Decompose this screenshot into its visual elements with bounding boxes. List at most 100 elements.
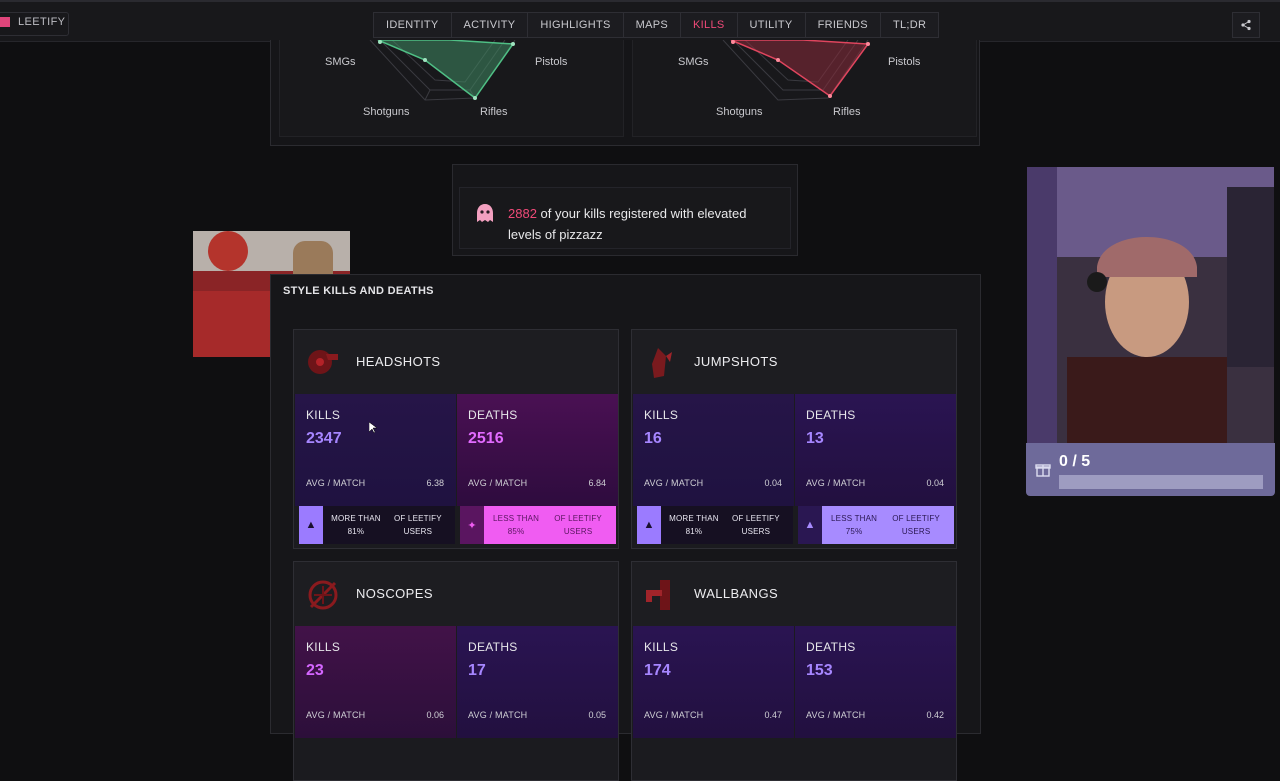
card-header: JUMPSHOTS	[632, 330, 956, 394]
tab-utility[interactable]: UTILITY	[736, 12, 806, 38]
mouse-cursor-icon	[369, 422, 377, 434]
deaths-value: 2516	[468, 430, 504, 447]
tab-maps[interactable]: MAPS	[622, 12, 682, 38]
card-title: NOSCOPES	[356, 586, 433, 601]
share-button[interactable]	[1232, 12, 1260, 38]
radar-label-rifles: Rifles	[833, 106, 861, 118]
avg-label: AVG / MATCH	[806, 710, 866, 720]
pizzazz-line-a: of your kills registered with elevated	[536, 206, 747, 221]
badge-text: MORE THAN 81% OF LEETIFY USERS	[661, 506, 793, 544]
card-title: HEADSHOTS	[356, 354, 441, 369]
kills-label: KILLS	[306, 640, 341, 654]
badge-line: OF LEETIFY USERS	[732, 514, 780, 536]
avg-label: AVG / MATCH	[468, 478, 528, 488]
headshot-icon	[308, 350, 338, 374]
card-title: WALLBANGS	[694, 586, 779, 601]
kills-value: 174	[644, 662, 671, 679]
avg-label: AVG / MATCH	[468, 710, 528, 720]
avg-label: AVG / MATCH	[306, 710, 366, 720]
kills-value: 23	[306, 662, 324, 679]
kills-value: 2347	[306, 430, 342, 447]
pizzazz-inner: 2882 of your kills registered with eleva…	[459, 187, 791, 249]
tab-identity[interactable]: IDENTITY	[373, 12, 452, 38]
webcam-image	[1027, 167, 1274, 443]
badge-line: MORE THAN 81%	[331, 514, 381, 536]
radar-graphic	[722, 40, 870, 101]
stat-card-headshots: HEADSHOTS KILLS 2347 AVG / MATCH 6.38 DE…	[293, 329, 619, 549]
deaths-cell: DEATHS 13 AVG / MATCH 0.04	[795, 394, 956, 506]
brand[interactable]: LEETIFY	[0, 10, 65, 34]
noscope-icon	[308, 580, 338, 610]
radar-label-shotguns: Shotguns	[716, 106, 763, 118]
arrow-up-icon: ▲	[798, 506, 822, 544]
stat-card-jumpshots: JUMPSHOTS KILLS 16 AVG / MATCH 0.04 DEAT…	[631, 329, 957, 549]
avg-value: 0.05	[588, 710, 606, 720]
goal-count: 0 / 5	[1059, 453, 1091, 470]
style-kills-deaths-panel: STYLE KILLS AND DEATHS HEADSHOTS KILLS 2…	[270, 274, 981, 781]
badge-text: MORE THAN 81% OF LEETIFY USERS	[323, 506, 455, 544]
radar-label-rifles: Rifles	[480, 106, 508, 118]
deaths-cell: DEATHS 2516 AVG / MATCH 6.84	[457, 394, 618, 506]
deaths-label: DEATHS	[468, 640, 518, 654]
avg-label: AVG / MATCH	[806, 478, 866, 488]
deaths-label: DEATHS	[468, 408, 518, 422]
badge-text: LESS THAN 75% OF LEETIFY USERS	[822, 506, 954, 544]
badge-line: LESS THAN 85%	[493, 514, 540, 536]
wallbang-icon	[646, 580, 670, 610]
goal-progress-bar	[1059, 475, 1263, 489]
sub-goal-widget: 0 / 5	[1026, 443, 1275, 496]
stat-card-wallbangs: WALLBANGS KILLS 174 AVG / MATCH 0.47 DEA…	[631, 561, 957, 781]
avg-value: 0.06	[426, 710, 444, 720]
star-icon: ✦	[460, 506, 484, 544]
deaths-value: 17	[468, 662, 486, 679]
radar-label-smgs: SMGs	[325, 56, 356, 68]
section-title: STYLE KILLS AND DEATHS	[283, 285, 434, 297]
avg-value: 0.04	[764, 478, 782, 488]
tab-kills[interactable]: KILLS	[680, 12, 738, 38]
tab-activity[interactable]: ACTIVITY	[450, 12, 529, 38]
badge-line: MORE THAN 81%	[669, 514, 719, 536]
card-header: NOSCOPES	[294, 562, 618, 626]
kills-cell: KILLS 16 AVG / MATCH 0.04	[633, 394, 794, 506]
kills-label: KILLS	[644, 640, 679, 654]
brand-box[interactable]	[0, 12, 69, 36]
brand-name: LEETIFY	[18, 16, 66, 28]
card-header: HEADSHOTS	[294, 330, 618, 394]
deaths-cell: DEATHS 17 AVG / MATCH 0.05	[457, 626, 618, 738]
deaths-value: 153	[806, 662, 833, 679]
badge-line: OF LEETIFY USERS	[394, 514, 442, 536]
avg-label: AVG / MATCH	[644, 710, 704, 720]
stat-card-noscopes: NOSCOPES KILLS 23 AVG / MATCH 0.06 DEATH…	[293, 561, 619, 781]
deaths-value: 13	[806, 430, 824, 447]
kills-cell: KILLS 23 AVG / MATCH 0.06	[295, 626, 456, 738]
radar-graphic	[369, 40, 516, 101]
radar-chart-kills: SMGs Pistols Shotguns Rifles	[279, 40, 624, 137]
kills-value: 16	[644, 430, 662, 447]
badge-line: LESS THAN 75%	[831, 514, 878, 536]
profile-tabs: IDENTITY ACTIVITY HIGHLIGHTS MAPS KILLS …	[373, 12, 940, 38]
kills-cell: KILLS 2347 AVG / MATCH 6.38	[295, 394, 456, 506]
badge-line: OF LEETIFY USERS	[554, 514, 602, 536]
radar-label-pistols: Pistols	[535, 56, 568, 68]
kills-label: KILLS	[306, 408, 341, 422]
ghost-icon	[477, 204, 493, 222]
top-nav-bar: LEETIFY IDENTITY ACTIVITY HIGHLIGHTS MAP…	[0, 0, 1280, 42]
avg-label: AVG / MATCH	[306, 478, 366, 488]
deaths-label: DEATHS	[806, 640, 856, 654]
tab-tldr[interactable]: TL;DR	[879, 12, 940, 38]
pizzazz-line-b: levels of pizzazz	[508, 227, 603, 242]
badge-text: LESS THAN 85% OF LEETIFY USERS	[484, 506, 616, 544]
tab-friends[interactable]: FRIENDS	[804, 12, 881, 38]
radar-chart-deaths: SMGs Pistols Shotguns Rifles	[632, 40, 977, 137]
arrow-up-icon: ▲	[637, 506, 661, 544]
jump-icon	[652, 348, 672, 378]
kills-label: KILLS	[644, 408, 679, 422]
tab-highlights[interactable]: HIGHLIGHTS	[527, 12, 624, 38]
deaths-percentile-badge: ▲ LESS THAN 75% OF LEETIFY USERS	[798, 506, 954, 544]
pizzazz-card: 2882 of your kills registered with eleva…	[452, 164, 798, 256]
arrow-up-icon: ▲	[299, 506, 323, 544]
gift-icon	[1035, 464, 1051, 477]
kills-percentile-badge: ▲ MORE THAN 81% OF LEETIFY USERS	[299, 506, 455, 544]
badge-line: OF LEETIFY USERS	[892, 514, 940, 536]
card-title: JUMPSHOTS	[694, 354, 778, 369]
